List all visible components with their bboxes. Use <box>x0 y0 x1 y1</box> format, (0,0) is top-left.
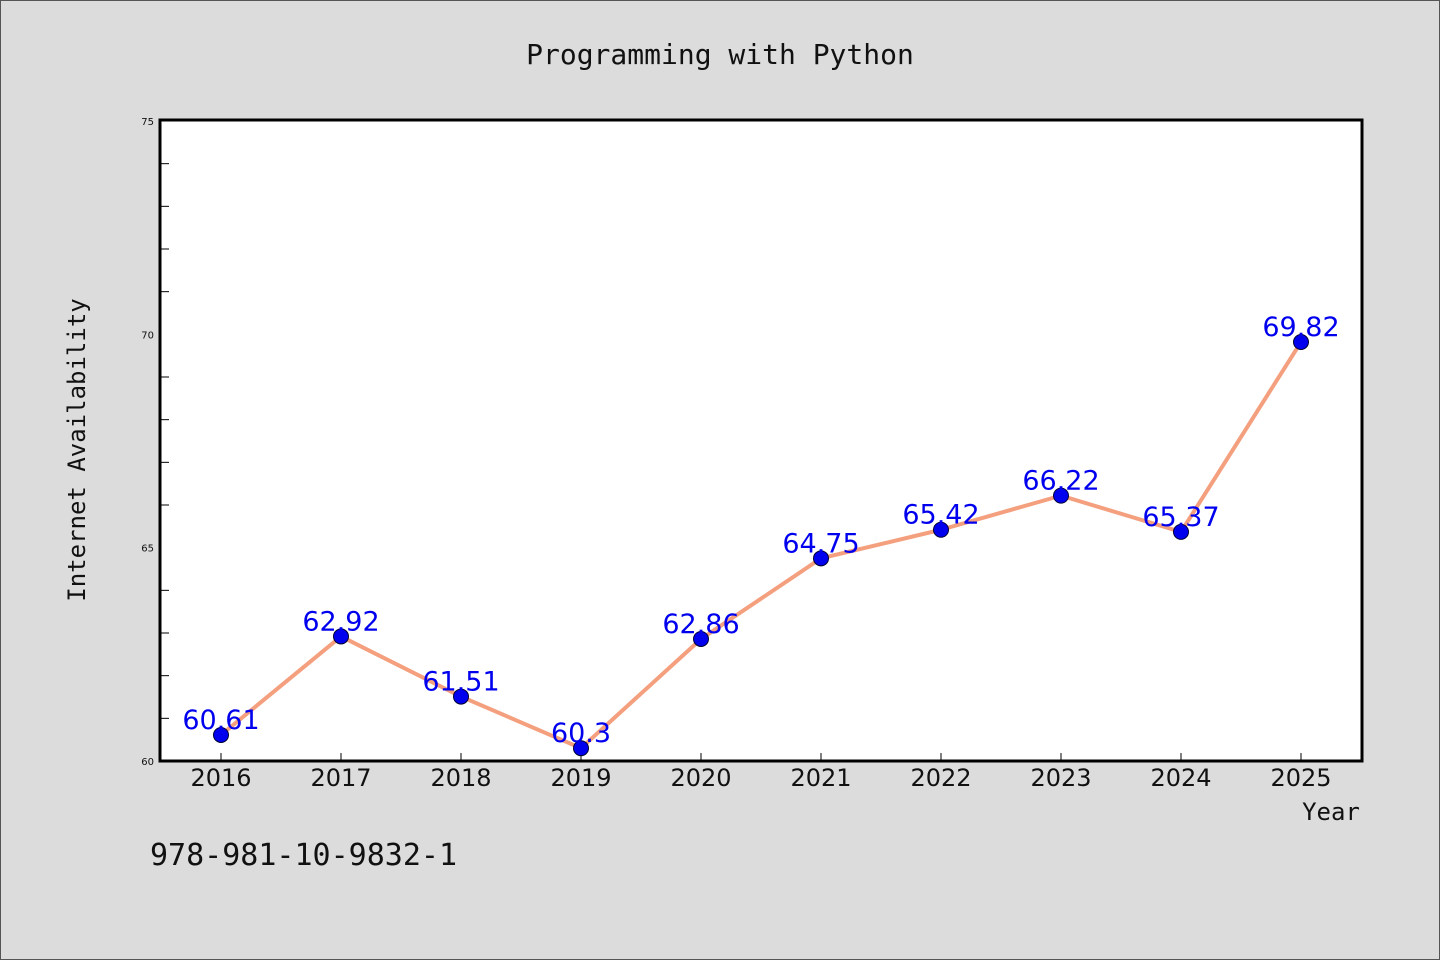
series-line-group <box>219 340 1303 751</box>
data-label: 60.3 <box>551 718 611 749</box>
y-axis-label: Internet Availability <box>63 298 91 601</box>
data-point <box>213 726 229 743</box>
y-tick-label: 65 <box>141 544 154 555</box>
data-point <box>453 688 469 705</box>
y-tick-label: 60 <box>141 757 154 768</box>
data-point <box>1173 523 1189 540</box>
data-labels: 60.61 62.92 61.51 60.3 62.86 64.75 65.42 66.22 6… <box>182 312 1339 749</box>
chart-title: Programming with Python <box>526 38 914 71</box>
plot-area <box>158 118 1364 763</box>
data-label: 66.22 <box>1022 466 1099 497</box>
data-point <box>1293 334 1309 351</box>
data-label: 65.37 <box>1142 502 1219 533</box>
x-tick-label: 2021 <box>790 764 851 792</box>
data-point <box>333 628 349 645</box>
data-points <box>213 334 1309 757</box>
x-tick-label: 2025 <box>1270 764 1331 792</box>
x-tick-label: 2018 <box>430 764 491 792</box>
data-label: 62.86 <box>662 609 739 640</box>
data-point <box>1053 487 1069 504</box>
y-axis: 60 65 70 75 <box>141 117 169 768</box>
series-line <box>219 340 1303 751</box>
x-axis-label: Year <box>1302 798 1360 826</box>
y-tick-label: 70 <box>141 330 154 341</box>
x-axis: 2016 2017 2018 2019 2020 2021 2022 2023 2024 2025 <box>190 753 1332 792</box>
data-label: 62.92 <box>302 606 379 637</box>
data-label: 60.61 <box>182 705 259 736</box>
x-tick-label: 2024 <box>1150 764 1211 792</box>
y-tick-label: 75 <box>141 117 154 128</box>
data-label: 61.51 <box>422 667 499 698</box>
isbn-annotation: 978-981-10-9832-1 <box>150 838 457 873</box>
x-tick-label: 2017 <box>310 764 371 792</box>
x-tick-label: 2023 <box>1030 764 1091 792</box>
x-tick-label: 2019 <box>550 764 611 792</box>
data-label: 64.75 <box>782 528 859 559</box>
data-point <box>813 550 829 567</box>
data-label: 65.42 <box>902 500 979 531</box>
x-tick-label: 2022 <box>910 764 971 792</box>
data-label: 69.82 <box>1262 312 1339 343</box>
data-point <box>693 630 709 647</box>
data-point <box>933 521 949 538</box>
x-tick-label: 2016 <box>190 764 251 792</box>
x-tick-label: 2020 <box>670 764 731 792</box>
data-point <box>573 740 589 757</box>
